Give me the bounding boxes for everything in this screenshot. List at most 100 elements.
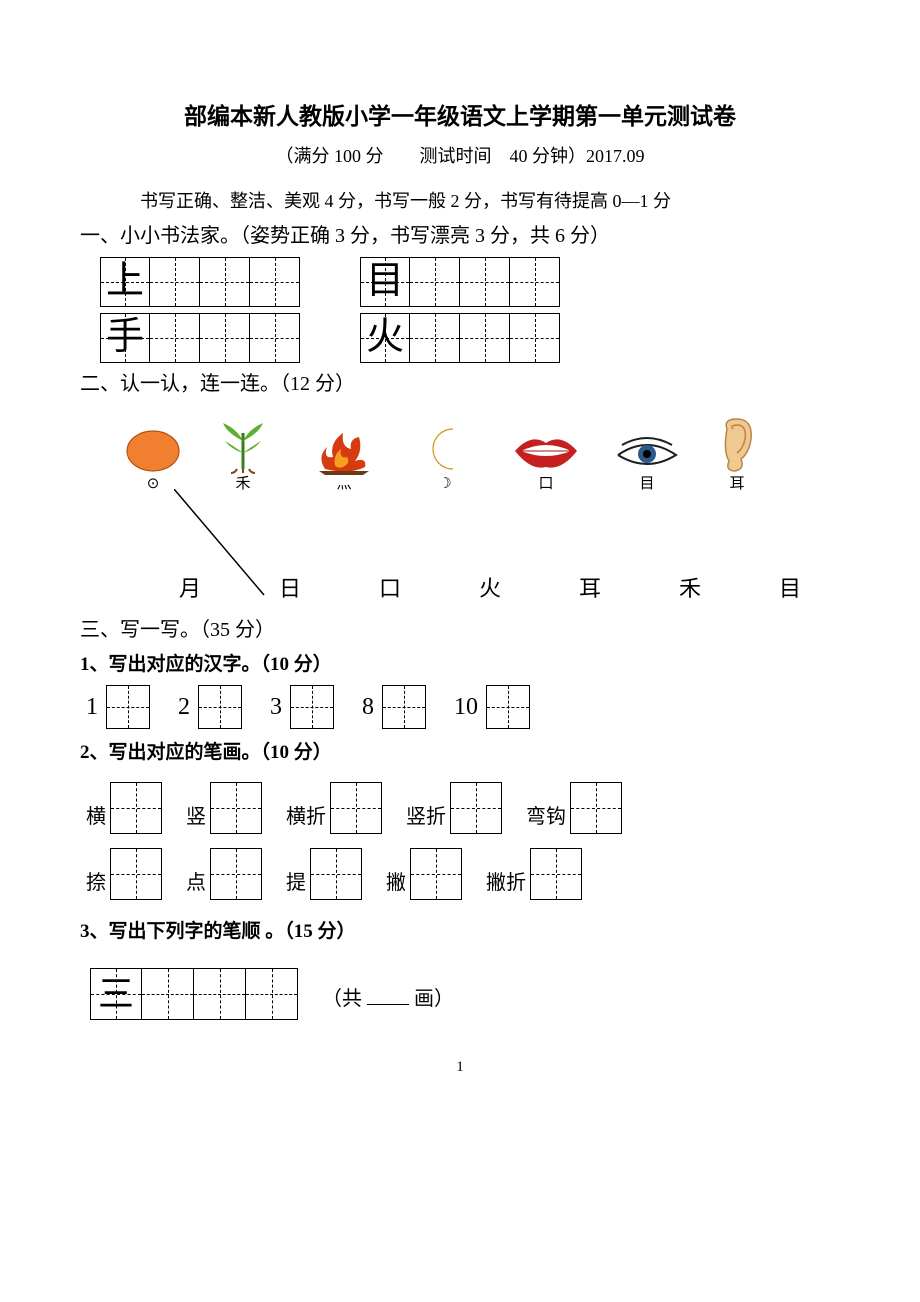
q1-row0-right-group: 目 [360, 257, 560, 307]
eye-icon [612, 433, 682, 475]
q3-2-item: 点 [186, 848, 262, 900]
q2-pic-mouth: 口 [492, 429, 600, 492]
q3-2-item: 提 [286, 848, 362, 900]
mini-symbol: 耳 [729, 477, 744, 492]
q3-1-number: 10 [454, 689, 478, 725]
q1-row-1: 手 火 [100, 313, 840, 363]
q3-3-row: 三 （共 画） [90, 968, 840, 1020]
q3-1-item: 3 [270, 685, 334, 729]
q3-2-row2: 捺 点 提 撇 撇折 [80, 848, 840, 900]
q1-row1-left-group: 手 [100, 313, 300, 363]
doc-subtitle: （满分 100 分 测试时间 40 分钟）2017.09 [80, 143, 840, 170]
q3-2-item: 捺 [86, 848, 162, 900]
tianzi-cell[interactable] [410, 257, 460, 307]
tianzi-cell: 上 [100, 257, 150, 307]
q2-char: 火 [440, 572, 540, 605]
q3-1-item: 10 [454, 685, 530, 729]
q3-3-char: 三 [91, 969, 141, 1019]
mini-symbol: 目 [639, 477, 654, 492]
tianzi-cell[interactable] [210, 782, 262, 834]
stroke-label: 点 [186, 868, 206, 900]
tianzi-cell[interactable] [410, 848, 462, 900]
q3-2-item: 撇折 [486, 848, 582, 900]
q3-3-heading: 3、写出下列字的笔顺 。（15 分） [80, 918, 840, 947]
ear-icon [715, 417, 759, 475]
tianzi-cell[interactable] [110, 782, 162, 834]
q3-2-item: 竖折 [406, 782, 502, 834]
tianzi-cell[interactable] [570, 782, 622, 834]
q3-1-heading: 1、写出对应的汉字。（10 分） [80, 651, 840, 680]
tianzi-cell[interactable] [530, 848, 582, 900]
mini-symbol: 口 [538, 477, 553, 492]
tianzi-cell[interactable] [450, 782, 502, 834]
q2-match-area[interactable]: ⊙ 禾 灬 ☽ [80, 417, 840, 605]
q2-char: 日 [240, 572, 340, 605]
paren-right: 画） [414, 988, 454, 1010]
q2-char: 耳 [540, 572, 640, 605]
moon-icon [419, 423, 471, 475]
q2-pic-ear: 耳 [694, 417, 780, 492]
tianzi-cell[interactable] [290, 685, 334, 729]
tianzi-cell[interactable] [106, 685, 150, 729]
q1-heading: 一、小小书法家。（姿势正确 3 分，书写漂亮 3 分，共 6 分） [80, 221, 840, 251]
tianzi-cell[interactable] [510, 313, 560, 363]
q2-heading: 二、认一认，连一连。（12 分） [80, 369, 840, 399]
q1-row1-right-group: 火 [360, 313, 560, 363]
q2-pic-eye: 目 [604, 433, 690, 492]
tianzi-cell[interactable] [382, 685, 426, 729]
paren-left: （共 [322, 988, 362, 1010]
tianzi-cell[interactable] [486, 685, 530, 729]
stroke-label: 弯钩 [526, 802, 566, 834]
stroke-label: 捺 [86, 868, 106, 900]
stroke-label: 撇折 [486, 868, 526, 900]
tianzi-cell[interactable] [210, 848, 262, 900]
q2-pic-plant: 禾 [200, 419, 286, 492]
q1-char: 目 [361, 258, 409, 306]
tianzi-cell: 目 [360, 257, 410, 307]
tianzi-cell[interactable] [310, 848, 362, 900]
blank-underline[interactable] [367, 985, 409, 1005]
mini-symbol: ☽ [438, 477, 451, 492]
mouth-icon [507, 429, 585, 475]
tianzi-cell[interactable] [150, 257, 200, 307]
tianzi-cell[interactable] [460, 313, 510, 363]
mini-symbol: 灬 [336, 477, 351, 492]
q3-2-item: 竖 [186, 782, 262, 834]
q3-1-number: 1 [86, 689, 98, 725]
q3-1-item: 8 [362, 685, 426, 729]
q1-row-0: 上 目 [100, 257, 840, 307]
tianzi-cell[interactable] [150, 313, 200, 363]
q2-char-row: 月 日 口 火 耳 禾 目 [80, 572, 840, 605]
q3-2-row1: 横 竖 横折 竖折 弯钩 [80, 782, 840, 834]
q2-pic-sun: ⊙ [110, 427, 196, 492]
page-number: 1 [80, 1056, 840, 1079]
tianzi-cell[interactable] [194, 968, 246, 1020]
stroke-label: 竖折 [406, 802, 446, 834]
tianzi-cell[interactable] [198, 685, 242, 729]
tianzi-cell[interactable] [200, 257, 250, 307]
tianzi-cell[interactable] [510, 257, 560, 307]
plant-icon [213, 419, 273, 475]
q1-char: 手 [101, 314, 149, 362]
stroke-label: 提 [286, 868, 306, 900]
tianzi-cell[interactable] [250, 257, 300, 307]
tianzi-cell[interactable] [330, 782, 382, 834]
stroke-label: 撇 [386, 868, 406, 900]
tianzi-cell[interactable] [200, 313, 250, 363]
tianzi-cell[interactable] [110, 848, 162, 900]
q3-3-group: 三 [90, 968, 298, 1020]
q3-2-heading: 2、写出对应的笔画。（10 分） [80, 739, 840, 768]
tianzi-cell[interactable] [142, 968, 194, 1020]
q1-char: 上 [101, 258, 149, 306]
q2-picture-row: ⊙ 禾 灬 ☽ [80, 417, 840, 492]
doc-title: 部编本新人教版小学一年级语文上学期第一单元测试卷 [80, 100, 840, 135]
tianzi-cell[interactable] [250, 313, 300, 363]
q2-char: 月 [140, 572, 240, 605]
q3-2-item: 弯钩 [526, 782, 622, 834]
q3-1-item: 2 [178, 685, 242, 729]
q1-char: 火 [361, 314, 409, 362]
tianzi-cell[interactable] [246, 968, 298, 1020]
tianzi-cell[interactable] [460, 257, 510, 307]
tianzi-cell[interactable] [410, 313, 460, 363]
q1-row0-left-group: 上 [100, 257, 300, 307]
